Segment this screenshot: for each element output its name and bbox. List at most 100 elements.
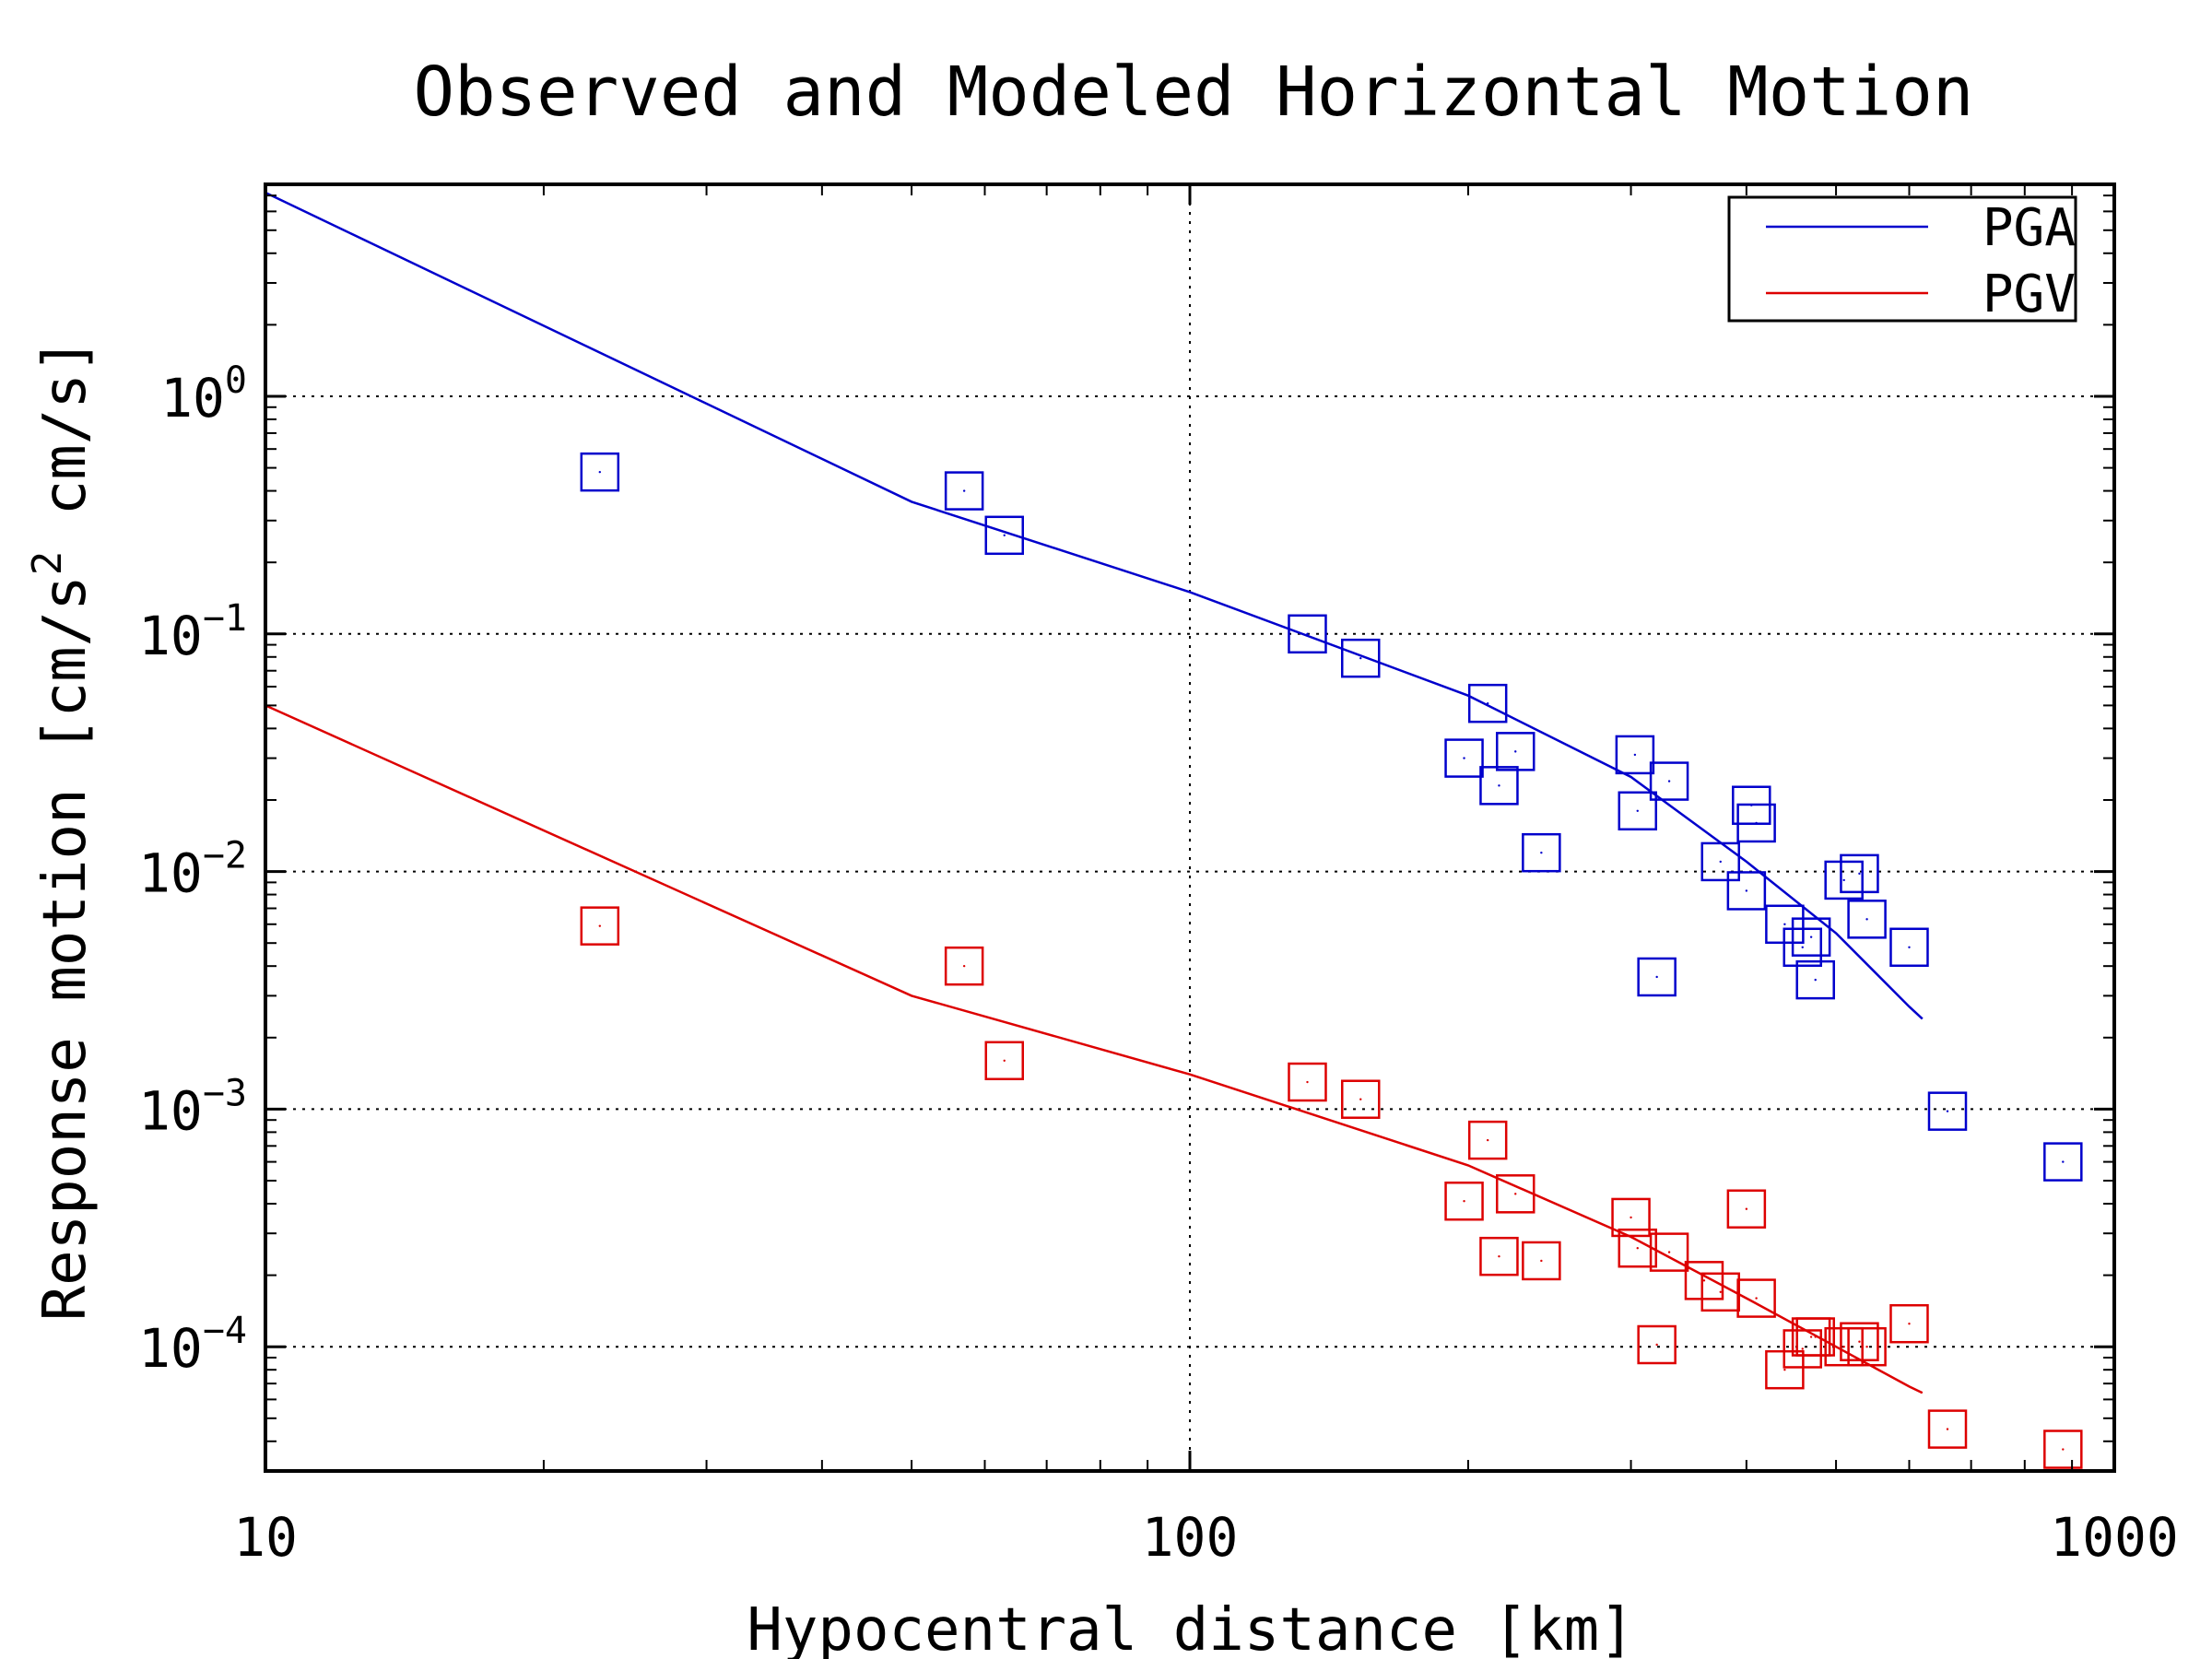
- pgv-observed-point: [1611, 1197, 1651, 1238]
- pgv-observed-point-center: [1755, 1297, 1758, 1300]
- pgv-observed-point: [1495, 1174, 1535, 1214]
- pgv-observed-point-center: [1814, 1335, 1817, 1338]
- y-tick-label: 10−4: [138, 1310, 247, 1380]
- pgv-observed-point: [1479, 1236, 1519, 1277]
- pgv-observed-point: [1927, 1409, 1968, 1449]
- pgv-observed-point-center: [1514, 1193, 1517, 1195]
- y-tick-label-exponent: 0: [225, 359, 247, 402]
- legend-label-pgv: PGV: [1983, 265, 2076, 324]
- y-axis-label-superscript: 2: [24, 551, 71, 576]
- y-tick-label-base: 10: [160, 367, 225, 429]
- pga-observed-point: [1467, 683, 1508, 724]
- pga-observed-point-center: [962, 489, 966, 492]
- y-tick-label-base: 10: [138, 605, 203, 667]
- pga-observed-point: [1700, 841, 1741, 882]
- y-axis-label-tail: cm/s]: [31, 338, 100, 551]
- pga-observed-point: [1927, 1091, 1968, 1131]
- pgv-observed-point-center: [1630, 1216, 1632, 1219]
- x-tick-label: 10: [233, 1506, 298, 1569]
- pga-observed-point-center: [1359, 656, 1362, 660]
- pga-observed-point: [1615, 735, 1655, 775]
- pgv-observed-point-center: [1842, 1346, 1845, 1348]
- pgv-observed-point-center: [1003, 1059, 1006, 1062]
- pga-observed-point-center: [1908, 946, 1911, 948]
- pgv-observed-point: [1618, 1228, 1658, 1268]
- y-axis-label: Response motion [cm/s2 cm/s]: [24, 338, 100, 1322]
- pgv-observed-point-center: [1809, 1335, 1813, 1338]
- pga-observed-point-center: [1498, 784, 1500, 787]
- pgv-observed-point: [1783, 1329, 1822, 1369]
- pga-observed-point: [1522, 832, 1561, 873]
- pga-observed-point-center: [1814, 978, 1817, 982]
- pga-observed-point: [1726, 871, 1767, 911]
- pga-observed-point: [580, 452, 620, 492]
- pgv-observed-point-center: [1486, 1138, 1489, 1142]
- pga-observed-point: [984, 515, 1024, 556]
- pgv-observed-point-center: [2062, 1448, 2065, 1451]
- pga-observed-point-center: [1633, 753, 1637, 757]
- chart-title: Observed and Modeled Horizontal Motion: [414, 53, 1974, 132]
- pga-observed-point: [1637, 957, 1677, 997]
- pga-observed-point: [1649, 761, 1689, 801]
- pga-observed-point-center: [1463, 757, 1465, 759]
- x-tick-label: 100: [1142, 1506, 1239, 1569]
- pgv-observed-point: [1649, 1232, 1689, 1272]
- pgv-observed-point: [1847, 1326, 1887, 1367]
- y-tick-label-base: 10: [138, 842, 203, 905]
- pga-observed-point: [1444, 738, 1484, 778]
- pgv-observed-point-center: [1908, 1323, 1911, 1325]
- pga-observed-point-center: [1858, 872, 1861, 876]
- pga-observed-point-center: [2062, 1160, 2065, 1163]
- pgv-observed-point-center: [1858, 1340, 1861, 1343]
- pga-observed-point: [1783, 927, 1822, 968]
- y-tick-label-exponent: −3: [203, 1072, 247, 1114]
- pgv-observed-point-center: [1865, 1346, 1868, 1348]
- pga-observed-point: [1840, 853, 1879, 894]
- pga-model-line: [265, 191, 1924, 1020]
- pgv-observed-point-center: [1745, 1207, 1748, 1210]
- pgv-observed-point: [1736, 1278, 1776, 1318]
- pgv-observed-point-center: [1540, 1259, 1543, 1263]
- pga-observed-point-center: [1514, 750, 1517, 753]
- markers: [580, 452, 2083, 1469]
- pga-observed-point-center: [1003, 534, 1006, 537]
- pgv-observed-point: [1467, 1120, 1508, 1160]
- pgv-observed-point-center: [1702, 1279, 1706, 1282]
- y-tick-label-exponent: −4: [203, 1310, 247, 1352]
- pgv-observed-point: [1288, 1062, 1327, 1102]
- x-tick-labels: 10 100 1000: [233, 1506, 2179, 1569]
- series-lines: [265, 191, 1924, 1394]
- pgv-observed-point: [1795, 1317, 1835, 1357]
- pgv-observed-point: [2043, 1430, 2083, 1469]
- pgv-observed-point: [1637, 1324, 1677, 1365]
- y-tick-label: 100: [160, 359, 247, 429]
- pga-observed-point-center: [1719, 860, 1722, 864]
- pgv-observed-point: [984, 1041, 1024, 1081]
- pgv-observed-point: [1340, 1079, 1381, 1119]
- pga-observed-point: [2043, 1142, 2083, 1182]
- y-tick-label: 10−3: [138, 1072, 247, 1142]
- x-tick-label: 1000: [2050, 1506, 2179, 1569]
- pga-observed-point: [1795, 959, 1835, 1000]
- pga-observed-point-center: [1755, 821, 1758, 825]
- pgv-observed-point-center: [1801, 1347, 1804, 1350]
- pgv-observed-point-center: [1463, 1200, 1465, 1203]
- pga-observed-point-center: [1801, 946, 1804, 948]
- pgv-observed-point: [1684, 1261, 1724, 1300]
- pgv-observed-point: [1444, 1181, 1484, 1221]
- pga-observed-point-center: [1745, 889, 1748, 892]
- plot-frame: [264, 182, 2116, 1473]
- y-tick-label-base: 10: [138, 1079, 203, 1142]
- pga-observed-point-center: [1865, 918, 1868, 921]
- y-axis-label-main: Response motion [cm/s: [31, 575, 100, 1321]
- grid: [265, 184, 2114, 1471]
- legend-box: [1727, 195, 2077, 323]
- y-tick-label-exponent: −1: [203, 597, 247, 640]
- pga-observed-point-center: [1540, 851, 1543, 854]
- pga-observed-point: [1618, 791, 1658, 831]
- y-tick-label: 10−2: [138, 835, 247, 905]
- pgv-observed-point-center: [1667, 1251, 1671, 1253]
- x-axis-label: Hypocentral distance [km]: [747, 1596, 1634, 1659]
